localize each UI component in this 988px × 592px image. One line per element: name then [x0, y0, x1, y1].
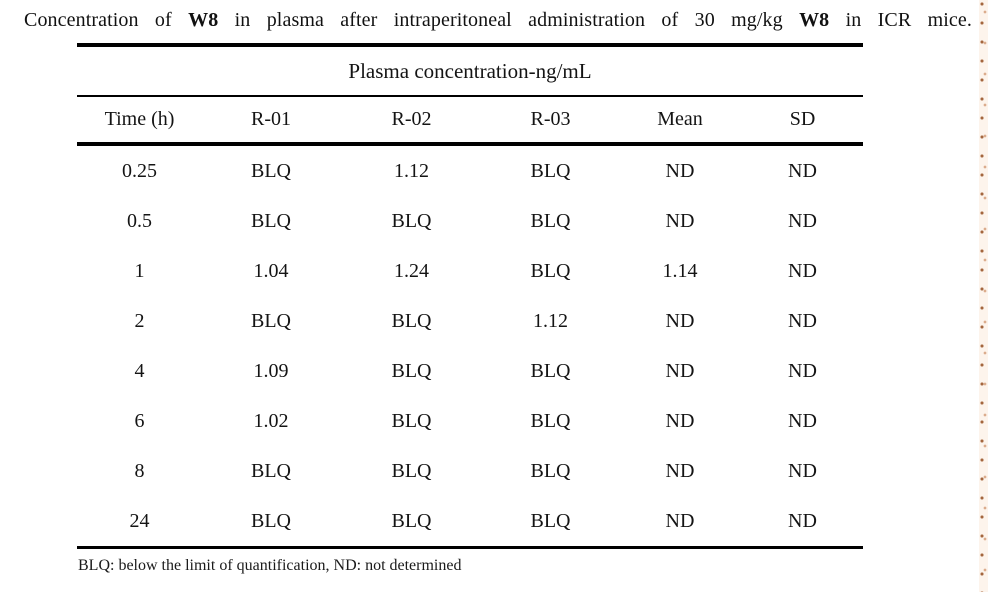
cell-value: BLQ: [530, 459, 571, 482]
cell-time: 1: [134, 259, 145, 282]
cell-time: 6: [134, 409, 145, 432]
cell-value: BLQ: [251, 509, 291, 532]
table-caption: Concentration of W8 in plasma after intr…: [24, 7, 972, 34]
cell-value: BLQ: [391, 409, 432, 432]
table-row: 4 1.09 BLQ BLQ ND ND: [77, 346, 863, 396]
caption-text: in ICR mice.: [829, 9, 972, 31]
cell-value: 1.12: [394, 159, 429, 182]
cell-value: 1.09: [253, 359, 289, 382]
cell-value: ND: [788, 159, 817, 182]
column-header-mean: Mean: [618, 96, 742, 146]
cell-value: ND: [665, 459, 695, 482]
table-spanner-row: Plasma concentration-ng/mL: [77, 45, 863, 97]
table-row: 0.25 BLQ 1.12 BLQ ND ND: [77, 144, 863, 196]
cell-value: ND: [788, 309, 817, 332]
caption-text: Concentration of: [24, 9, 189, 31]
cell-time: 0.5: [127, 209, 152, 232]
cell-value: ND: [788, 509, 817, 532]
scan-edge-artifact: [979, 0, 988, 592]
caption-text: in plasma after intraperitoneal administ…: [218, 9, 800, 31]
table-row: 0.5 BLQ BLQ BLQ ND ND: [77, 196, 863, 246]
table-row: 24 BLQ BLQ BLQ ND ND: [77, 496, 863, 548]
cell-value: BLQ: [530, 209, 571, 232]
cell-value: ND: [665, 409, 695, 432]
cell-value: BLQ: [530, 159, 571, 182]
cell-value: BLQ: [530, 259, 571, 282]
cell-value: 1.14: [662, 259, 698, 282]
cell-value: BLQ: [530, 409, 571, 432]
cell-value: BLQ: [391, 359, 432, 382]
cell-value: BLQ: [391, 209, 432, 232]
cell-value: BLQ: [251, 159, 291, 182]
cell-value: BLQ: [251, 459, 291, 482]
cell-value: ND: [788, 359, 817, 382]
plasma-concentration-table: Plasma concentration-ng/mL Time (h) R-01…: [77, 43, 863, 549]
cell-value: BLQ: [251, 209, 291, 232]
cell-value: BLQ: [530, 509, 571, 532]
column-header-sd: SD: [742, 96, 863, 146]
cell-time: 2: [134, 309, 145, 332]
column-header-r02: R-02: [340, 96, 483, 146]
cell-time: 4: [134, 359, 145, 382]
cell-value: ND: [665, 209, 695, 232]
table-header-row: Time (h) R-01 R-02 R-03 Mean SD: [77, 96, 863, 146]
column-header-time: Time (h): [77, 96, 202, 146]
cell-value: 1.04: [253, 259, 289, 282]
cell-value: ND: [788, 409, 817, 432]
table-footnote: BLQ: below the limit of quantification, …: [78, 557, 462, 574]
cell-value: ND: [665, 509, 695, 532]
column-header-r01: R-01: [202, 96, 340, 146]
table-row: 2 BLQ BLQ 1.12 ND ND: [77, 296, 863, 346]
cell-value: 1.12: [533, 309, 568, 332]
cell-value: ND: [788, 209, 817, 232]
spanner-header: Plasma concentration-ng/mL: [77, 45, 863, 97]
column-header-r03: R-03: [483, 96, 618, 146]
cell-value: BLQ: [530, 359, 571, 382]
cell-time: 8: [134, 459, 145, 482]
cell-value: ND: [665, 309, 695, 332]
cell-value: BLQ: [391, 459, 432, 482]
cell-value: BLQ: [391, 509, 432, 532]
cell-value: 1.02: [253, 409, 289, 432]
table-row: 8 BLQ BLQ BLQ ND ND: [77, 446, 863, 496]
cell-value: BLQ: [251, 309, 291, 332]
caption-compound-name: W8: [799, 9, 830, 31]
cell-value: ND: [788, 459, 817, 482]
caption-compound-name: W8: [188, 9, 219, 31]
table-row: 6 1.02 BLQ BLQ ND ND: [77, 396, 863, 446]
cell-value: ND: [788, 259, 817, 282]
cell-value: ND: [665, 159, 695, 182]
cell-value: ND: [665, 359, 695, 382]
cell-time: 0.25: [122, 159, 157, 182]
table-row: 1 1.04 1.24 BLQ 1.14 ND: [77, 246, 863, 296]
cell-time: 24: [129, 509, 150, 532]
cell-value: BLQ: [391, 309, 432, 332]
cell-value: 1.24: [394, 259, 429, 282]
